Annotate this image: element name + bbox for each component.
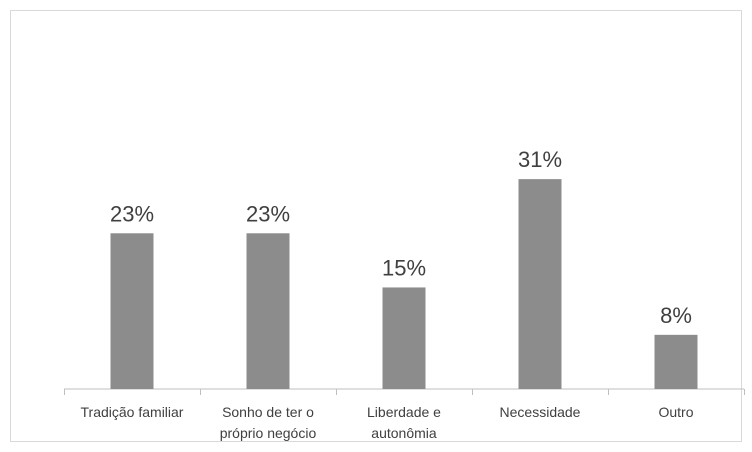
data-label-4: 8% <box>660 303 692 328</box>
category-label-3: Necessidade <box>500 404 581 420</box>
category-label-0: Tradição familiar <box>81 404 184 420</box>
bar-0 <box>110 233 154 389</box>
bar-4 <box>654 334 698 389</box>
bar-3 <box>518 179 562 389</box>
category-label-1-line-0: Sonho de ter o <box>222 404 314 420</box>
category-label-4: Outro <box>658 404 693 420</box>
data-label-1: 23% <box>246 201 290 226</box>
data-label-3: 31% <box>518 147 562 172</box>
data-label-2: 15% <box>382 255 426 280</box>
category-label-2-line-1: autonômia <box>371 425 437 441</box>
bar-2 <box>382 287 426 389</box>
bar-1 <box>246 233 290 389</box>
data-label-0: 23% <box>110 201 154 226</box>
category-label-2-line-0: Liberdade e <box>367 404 441 420</box>
category-label-1-line-1: próprio negócio <box>220 425 317 441</box>
